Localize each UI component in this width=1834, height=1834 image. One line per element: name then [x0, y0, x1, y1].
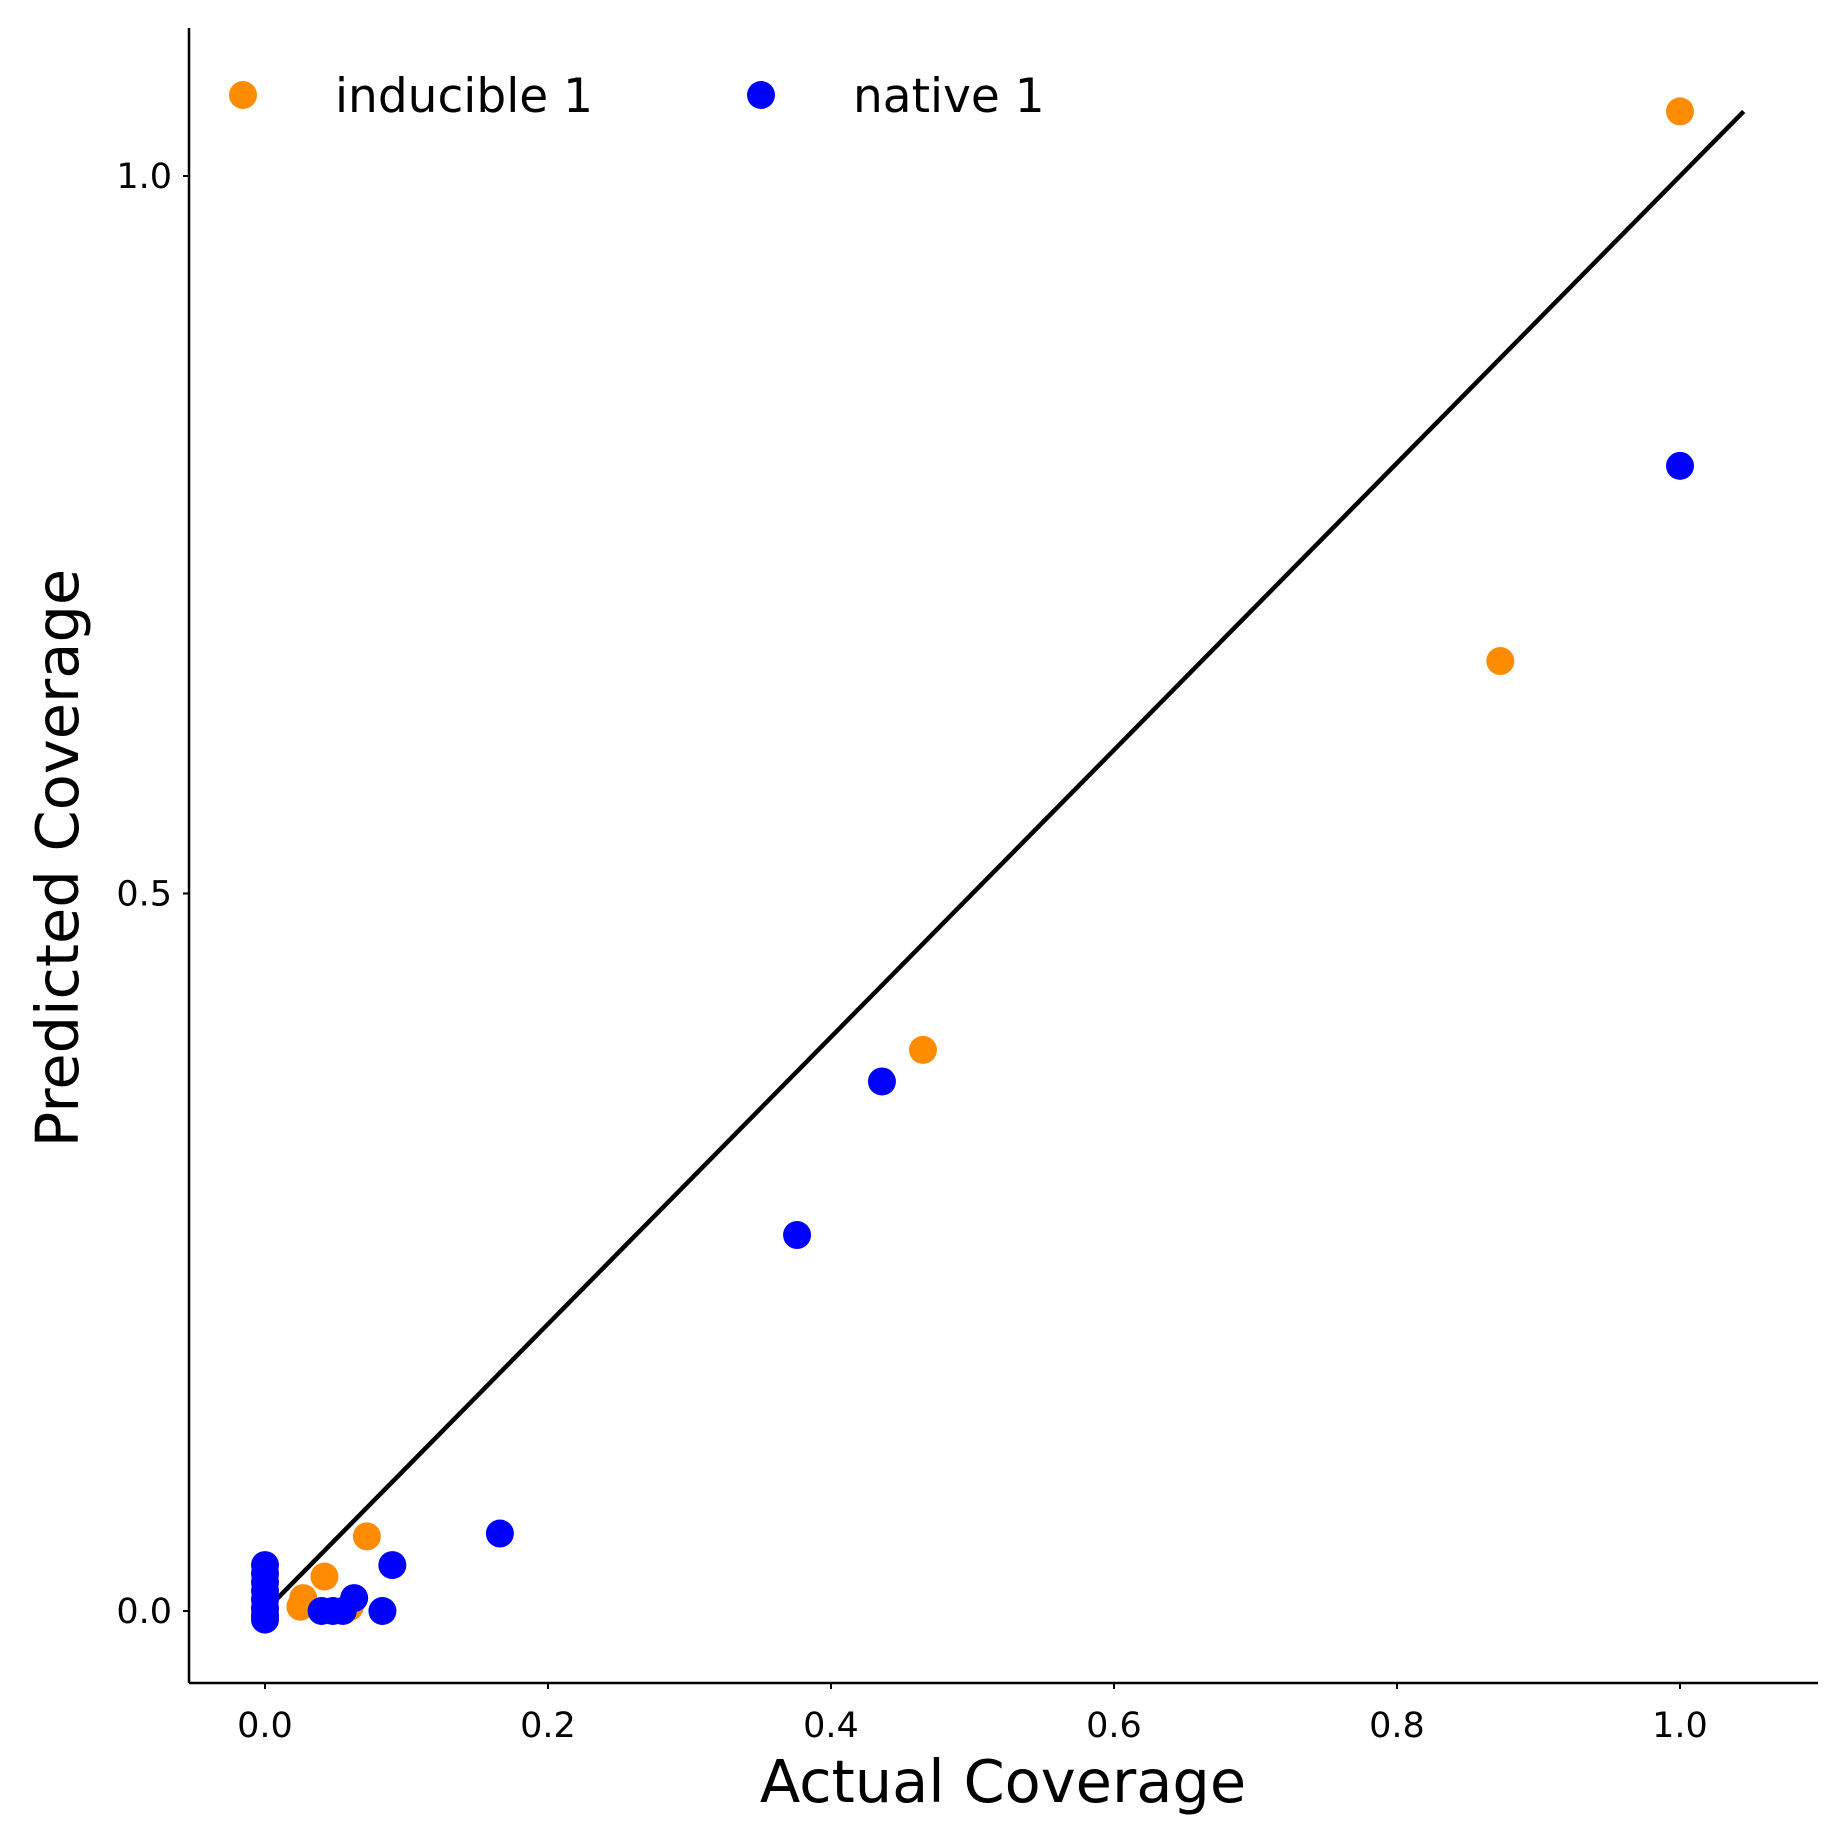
point-series-1-2 — [1486, 647, 1515, 676]
identity-reference-line — [263, 109, 1746, 1613]
legend: inducible 1 native 1 — [229, 69, 1045, 124]
point-series-1-5 — [310, 1562, 339, 1591]
point-series-2-7 — [368, 1597, 397, 1625]
point-series-2-18 — [251, 1605, 279, 1634]
point-series-2-3 — [783, 1221, 812, 1250]
legend-label-2: native 1 — [853, 69, 1045, 124]
x-tick-label-4: 0.6 — [1086, 1706, 1142, 1746]
point-series-2-5 — [378, 1551, 407, 1580]
legend-marker-1 — [229, 81, 257, 109]
x-axis-ticks: 0.0 0.2 0.4 0.6 0.8 1.0 — [237, 1683, 1708, 1746]
y-tick-label-2: 0.5 — [116, 875, 172, 915]
point-series-2-4 — [485, 1519, 514, 1548]
y-axis-title: Predicted Coverage — [23, 569, 92, 1147]
y-axis-ticks: 0.0 0.5 1.0 — [116, 157, 189, 1632]
x-tick-label-5: 0.8 — [1369, 1706, 1425, 1746]
y-tick-label-1: 0.0 — [116, 1592, 172, 1632]
x-tick-label-6: 1.0 — [1652, 1706, 1708, 1746]
y-tick-label-3: 1.0 — [116, 157, 172, 197]
point-series-1-7 — [286, 1592, 315, 1621]
x-tick-label-2: 0.2 — [520, 1706, 576, 1746]
legend-marker-2 — [747, 81, 775, 109]
x-axis-title: Actual Coverage — [760, 1747, 1246, 1816]
plot-area — [251, 97, 1746, 1634]
legend-label-1: inducible 1 — [335, 69, 593, 124]
point-series-1-1 — [1666, 97, 1694, 126]
point-series-2-1 — [1666, 451, 1694, 480]
point-series-2-10 — [328, 1597, 357, 1625]
point-series-1-4 — [352, 1522, 381, 1551]
point-series-1-3 — [908, 1035, 937, 1064]
x-tick-label-3: 0.4 — [803, 1706, 859, 1746]
x-tick-label-1: 0.0 — [237, 1706, 293, 1746]
point-series-2-2 — [867, 1067, 896, 1096]
